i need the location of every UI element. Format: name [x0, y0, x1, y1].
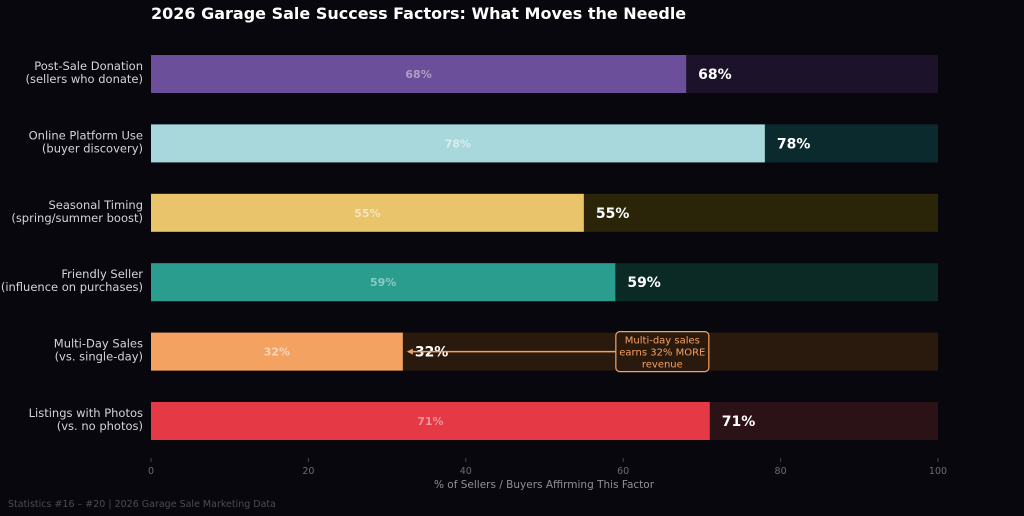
annotation-text-line: revenue: [642, 360, 683, 371]
category-label-line: (vs. single-day): [55, 350, 143, 364]
category-label: Multi-Day Sales (vs. single-day): [54, 337, 143, 364]
x-tick-label: 100: [929, 466, 947, 477]
bar: [151, 124, 765, 163]
category-label-line: Listings with Photos: [29, 406, 143, 420]
bar-inner-label: 59%: [370, 276, 396, 289]
annotation-text-line: earns 32% MORE: [619, 348, 705, 359]
x-tick-label: 60: [617, 466, 629, 477]
bar: [151, 402, 710, 440]
footer-note: Statistics #16 – #20 | 2026 Garage Sale …: [8, 499, 276, 510]
category-label-line: Post-Sale Donation: [34, 59, 143, 73]
bar-inner-label: 68%: [405, 68, 431, 81]
bar-value-label: 32%: [415, 345, 449, 361]
x-axis: 0 20 40 60 80 100: [148, 458, 947, 477]
annotation-arrowhead: [406, 348, 413, 355]
x-axis-title: % of Sellers / Buyers Affirming This Fac…: [434, 479, 655, 491]
category-label-line: Friendly Seller: [61, 267, 143, 281]
bar: [151, 332, 403, 371]
category-label-line: (influence on purchases): [1, 280, 143, 294]
category-label-line: (vs. no photos): [57, 419, 143, 433]
bar: [151, 193, 584, 232]
bar-inner-label: 78%: [445, 137, 471, 150]
bar-value-label: 71%: [722, 414, 756, 430]
bar: [151, 263, 616, 302]
chart-title: 2026 Garage Sale Success Factors: What M…: [151, 4, 686, 23]
x-tick-label: 40: [460, 466, 472, 477]
bar: [151, 55, 687, 93]
category-label: Listings with Photos (vs. no photos): [29, 406, 143, 433]
bar-value-label: 59%: [627, 275, 661, 291]
bar-inner-label: 55%: [354, 207, 380, 220]
category-label: Post-Sale Donation (sellers who donate): [25, 59, 143, 86]
bar-value-label: 78%: [777, 136, 811, 152]
bar-value-label: 68%: [698, 67, 732, 83]
bar-inner-label: 32%: [264, 346, 290, 359]
bar-value-label: 55%: [596, 206, 630, 222]
category-label-line: (buyer discovery): [42, 141, 143, 155]
bar-inner-label: 71%: [417, 415, 443, 428]
category-label-line: (sellers who donate): [25, 72, 143, 86]
category-label: Seasonal Timing (spring/summer boost): [11, 198, 143, 225]
bars-group: 68% 68% Post-Sale Donation (sellers who don…: [1, 55, 938, 440]
annotation-box: [615, 331, 710, 373]
category-label: Friendly Seller (influence on purchases): [1, 267, 143, 294]
category-label-line: Online Platform Use: [29, 128, 143, 142]
annotation-text-line: Multi-day sales: [625, 336, 700, 347]
category-label-line: Seasonal Timing: [49, 198, 144, 212]
category-label-line: (spring/summer boost): [11, 211, 143, 225]
category-label: Online Platform Use (buyer discovery): [29, 128, 143, 155]
category-label-line: Multi-Day Sales: [54, 337, 143, 351]
x-tick-label: 0: [148, 466, 154, 477]
x-tick-label: 20: [302, 466, 314, 477]
x-tick-label: 80: [775, 466, 787, 477]
